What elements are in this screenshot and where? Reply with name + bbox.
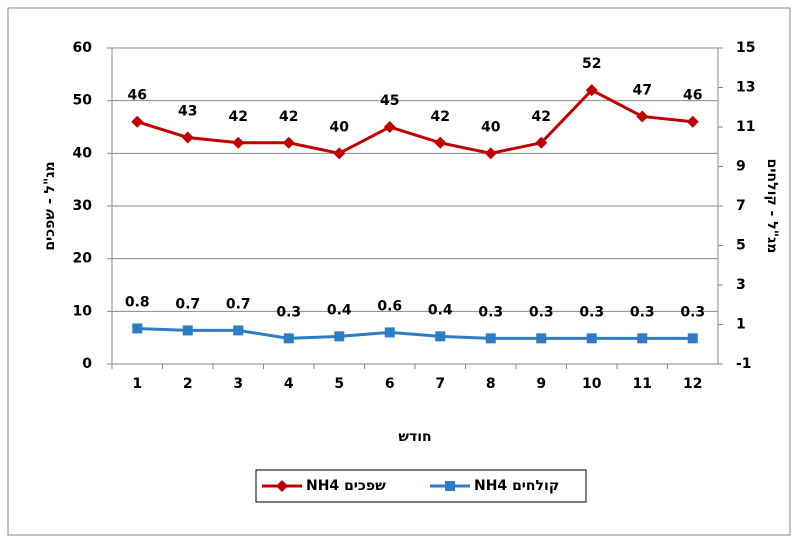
x-tick-label: 8 (486, 376, 496, 392)
chart-border (7, 7, 791, 536)
data-label: 0.4 (327, 302, 352, 318)
data-label: 0.3 (579, 304, 604, 320)
y-tick-label: 40 (73, 145, 93, 161)
data-label: 42 (532, 109, 551, 125)
y2-tick-label: 11 (736, 119, 755, 135)
data-point (536, 333, 547, 344)
data-label: 0.4 (428, 302, 453, 318)
data-label: 42 (431, 109, 450, 125)
data-label: 40 (330, 119, 350, 135)
x-tick-label: 2 (183, 376, 193, 392)
data-label: 0.3 (630, 304, 655, 320)
data-label: 0.3 (680, 304, 705, 320)
data-point (687, 333, 698, 344)
data-point (333, 147, 346, 160)
data-point (636, 110, 649, 123)
data-point (586, 333, 597, 344)
x-tick-label: 12 (683, 376, 702, 392)
x-tick-label: 5 (334, 376, 344, 392)
y-tick-label: 0 (82, 356, 92, 372)
y2-tick-label: 9 (736, 159, 746, 175)
data-point (434, 136, 447, 149)
y2-tick-label: 13 (736, 80, 755, 96)
data-label: 45 (380, 93, 399, 109)
data-point (686, 115, 699, 128)
data-label: 52 (582, 56, 601, 72)
y2-tick-label: 5 (736, 238, 746, 254)
data-label: 46 (683, 88, 702, 104)
data-label: 0.3 (276, 304, 301, 320)
data-point (282, 136, 295, 149)
data-point (182, 325, 193, 336)
data-point (637, 333, 648, 344)
data-label: 0.3 (478, 304, 503, 320)
x-axis-title: חודש (398, 429, 431, 445)
series-line (137, 326, 693, 340)
legend-marker (445, 481, 455, 491)
y-tick-label: 10 (73, 303, 93, 319)
data-label: 47 (633, 82, 652, 98)
x-tick-label: 7 (435, 376, 445, 392)
data-label: 46 (128, 88, 147, 104)
y-tick-label: 20 (73, 251, 93, 267)
x-tick-label: 9 (536, 376, 546, 392)
data-point (131, 115, 144, 128)
y2-tick-label: 1 (736, 317, 746, 333)
data-label: 40 (481, 119, 501, 135)
y2-tick-label: 3 (736, 277, 746, 293)
y-axis-title: מג"ל - שפכים (42, 161, 58, 250)
data-label: 0.7 (226, 296, 251, 312)
legend-box (255, 469, 587, 503)
x-tick-label: 1 (132, 376, 142, 392)
data-point (383, 121, 396, 133)
data-point (484, 147, 497, 160)
data-point (233, 325, 244, 336)
data-label: 43 (178, 104, 197, 120)
y2-axis-title: מג"ל - קולחים (764, 159, 780, 254)
data-point (334, 331, 345, 342)
data-point (585, 84, 598, 97)
x-tick-label: 11 (633, 376, 652, 392)
y-tick-label: 60 (73, 40, 93, 56)
legend-label: NH4 קולחים (474, 478, 559, 494)
data-label: 42 (229, 109, 248, 125)
data-point (232, 136, 245, 149)
series-line (136, 88, 693, 155)
x-tick-label: 10 (582, 376, 602, 392)
data-label: 42 (279, 109, 298, 125)
data-point (435, 331, 446, 342)
y2-tick-label: 15 (736, 40, 755, 56)
data-point (283, 333, 294, 344)
data-label: 0.7 (175, 296, 200, 312)
x-tick-label: 4 (284, 376, 294, 392)
y-tick-label: 30 (73, 198, 93, 214)
x-tick-label: 6 (385, 376, 395, 392)
y2-tick-label: -1 (736, 356, 752, 372)
data-point (181, 131, 194, 144)
data-point (384, 327, 395, 338)
data-label: 0.6 (377, 298, 402, 314)
legend-label: NH4 שפכים (306, 478, 386, 494)
y2-tick-label: 7 (736, 198, 746, 214)
legend-marker (276, 480, 288, 492)
data-point (535, 136, 548, 149)
data-point (485, 333, 496, 344)
x-tick-label: 3 (233, 376, 243, 392)
data-label: 0.8 (125, 294, 150, 310)
data-label: 0.3 (529, 304, 554, 320)
y-tick-label: 50 (73, 93, 93, 109)
data-point (132, 323, 143, 334)
